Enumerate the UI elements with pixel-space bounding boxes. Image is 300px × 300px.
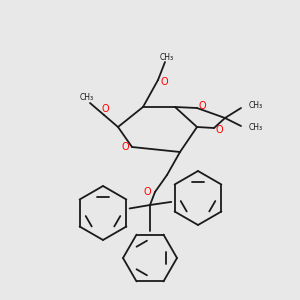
- Text: O: O: [121, 142, 129, 152]
- Text: O: O: [160, 77, 168, 87]
- Text: O: O: [143, 187, 151, 197]
- Text: CH₃: CH₃: [249, 122, 263, 131]
- Text: O: O: [215, 125, 223, 135]
- Text: CH₃: CH₃: [160, 53, 174, 62]
- Text: CH₃: CH₃: [249, 101, 263, 110]
- Text: O: O: [101, 104, 109, 114]
- Text: CH₃: CH₃: [80, 94, 94, 103]
- Text: O: O: [198, 101, 206, 111]
